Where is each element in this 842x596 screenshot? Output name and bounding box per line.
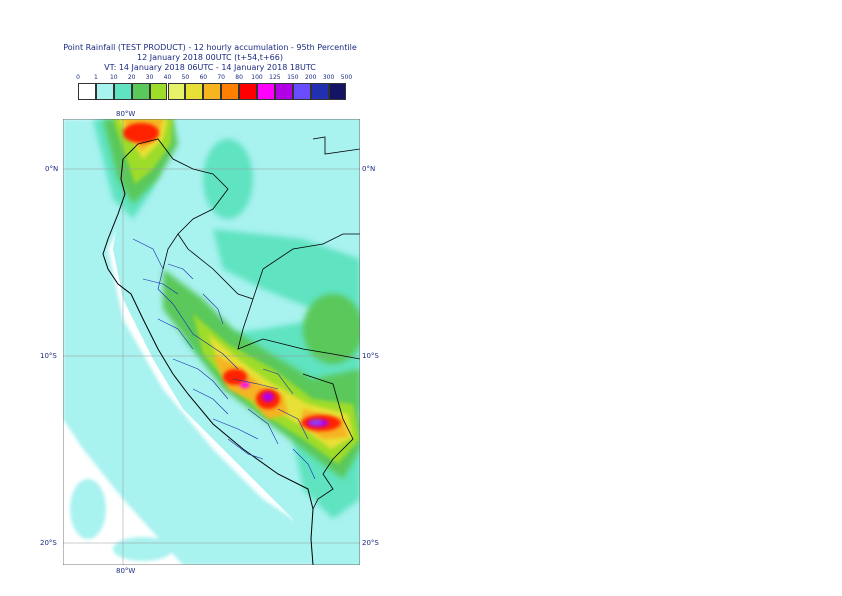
legend-threshold-label: 300 (322, 74, 335, 81)
legend-color-swatch (239, 83, 257, 100)
legend-color-swatch (310, 83, 329, 100)
legend-color-swatch (149, 83, 168, 100)
lat-label-20-right: 20°S (362, 539, 379, 547)
lat-label-20-left: 20°S (40, 539, 57, 547)
coastline (102, 158, 314, 565)
run-time-label: 12 January 2018 00UTC (t+54,t+66) (137, 53, 283, 62)
lat-label-10-left: 10°S (40, 352, 57, 360)
legend-threshold-label: 40 (163, 74, 172, 81)
legend-color-swatch (95, 83, 114, 100)
legend-threshold-label: 0 (76, 74, 80, 81)
lon-label-bottom: 80°W (116, 567, 136, 575)
legend-color-swatch (274, 83, 293, 100)
valid-time-label: VT: 14 January 2018 06UTC - 14 January 2… (104, 63, 316, 72)
legend-color-swatch (78, 83, 96, 100)
legend-threshold-label: 150 (287, 74, 299, 81)
legend-threshold-label: 50 (181, 74, 190, 81)
legend-threshold-label: 125 (269, 74, 281, 81)
legend-threshold-label: 100 (251, 74, 263, 81)
chart-title: Point Rainfall (TEST PRODUCT) - 12 hourl… (63, 43, 357, 52)
legend-color-swatch (113, 83, 132, 100)
graticule (63, 119, 360, 565)
regional-boundaries (132, 238, 316, 480)
legend-threshold-label: 70 (217, 74, 226, 81)
legend-threshold-label: 80 (235, 74, 243, 81)
rain-125plus-mm (240, 382, 329, 427)
national-border (122, 136, 360, 510)
legend-threshold-label: 1 (93, 74, 98, 81)
lon-label-top: 80°W (116, 110, 136, 118)
lat-label-10-right: 10°S (362, 352, 379, 360)
legend-threshold-label: 10 (109, 74, 118, 81)
legend-threshold-label: 30 (145, 74, 154, 81)
legend-color-swatch (328, 83, 347, 100)
legend-color-swatch (131, 83, 150, 100)
legend-color-swatch (292, 83, 311, 100)
legend-color-swatch (167, 83, 186, 100)
legend-threshold-label: 60 (199, 74, 208, 81)
legend-color-swatch (185, 83, 204, 100)
lat-label-0-left: 0°N (45, 165, 59, 173)
legend-threshold-label: 500 (340, 74, 353, 81)
rainfall-map (63, 119, 360, 565)
legend-color-swatch (221, 83, 240, 100)
legend-threshold-label: 200 (304, 74, 317, 81)
legend-threshold-label: 20 (127, 74, 136, 81)
legend-color-swatch (203, 83, 222, 100)
lat-label-0-right: 0°N (362, 165, 376, 173)
legend-color-swatch (257, 83, 275, 100)
